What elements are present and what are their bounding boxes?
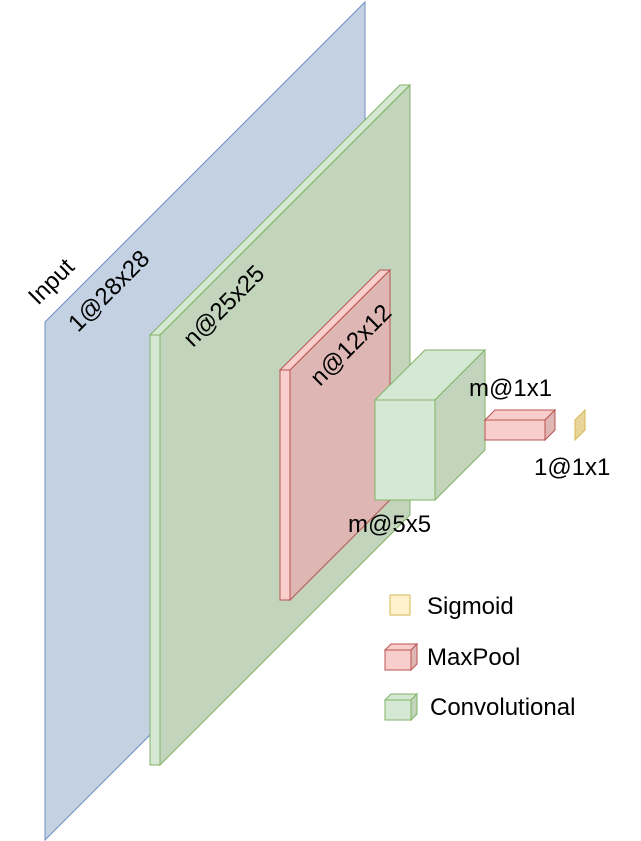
convolutional-cube-icon xyxy=(383,692,419,722)
output-sliver xyxy=(574,408,586,442)
legend-item-convolutional: Convolutional xyxy=(383,692,575,722)
legend-sigmoid-label: Sigmoid xyxy=(427,593,514,620)
pool2-bar xyxy=(483,408,557,442)
pool1-layer xyxy=(278,268,392,602)
output-dims-label: 1@1x1 xyxy=(534,454,610,481)
conv2-cube xyxy=(373,348,487,502)
legend-convolutional-label: Convolutional xyxy=(430,694,575,721)
maxpool-cube-icon xyxy=(383,642,419,672)
conv2-dims-label: m@5x5 xyxy=(348,511,431,538)
legend-item-maxpool: MaxPool xyxy=(383,642,520,672)
legend: Sigmoid MaxPool Convolutional xyxy=(383,593,575,722)
pool2-dims-label: m@1x1 xyxy=(469,375,552,402)
sigmoid-swatch-icon xyxy=(389,594,411,616)
legend-item-sigmoid: Sigmoid xyxy=(389,593,514,620)
legend-maxpool-label: MaxPool xyxy=(427,644,520,671)
